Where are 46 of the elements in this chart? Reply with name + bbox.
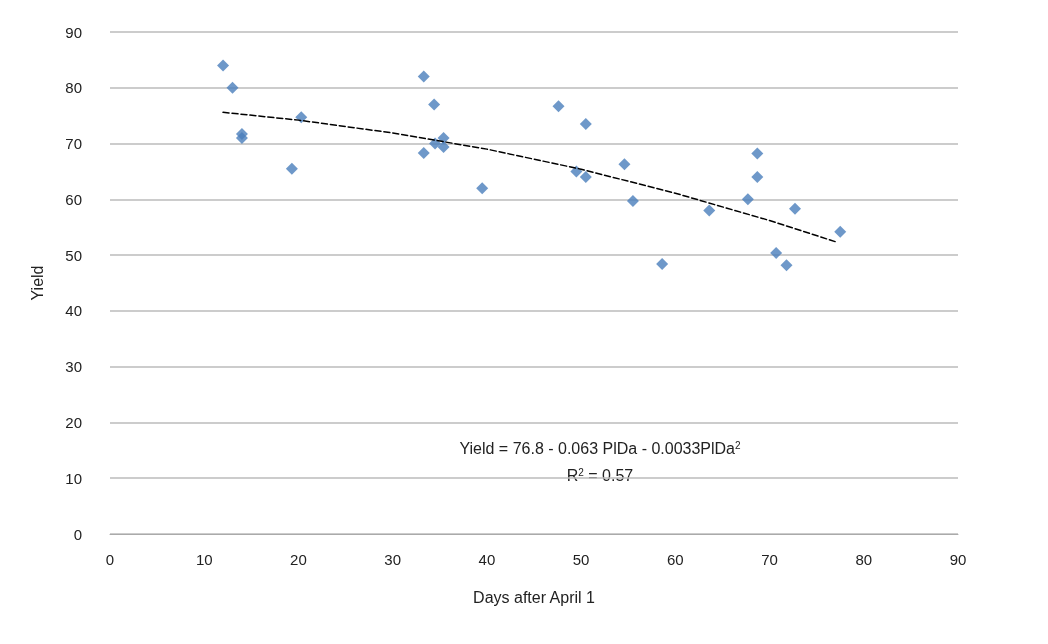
y-tick-label: 80 <box>65 79 82 97</box>
point <box>789 202 801 215</box>
line-series <box>222 111 837 243</box>
y-tick-label: 90 <box>65 23 82 41</box>
point <box>295 111 308 124</box>
y-tick-label: 20 <box>65 413 82 431</box>
point <box>428 98 441 111</box>
x-tick-label: 0 <box>105 551 115 568</box>
y-axis-title: Yield <box>28 265 46 301</box>
point <box>285 162 298 175</box>
point <box>570 165 583 178</box>
point <box>751 171 764 184</box>
point <box>417 70 430 83</box>
x-tick-label: 20 <box>290 551 307 568</box>
y-tick-label: 30 <box>65 358 82 376</box>
point <box>770 246 783 259</box>
x-tick-label: 30 <box>384 551 402 568</box>
point <box>217 59 230 72</box>
x-axis-title: Days after April 1 <box>473 588 596 606</box>
point <box>703 204 716 217</box>
y-tick-label: 10 <box>65 469 82 487</box>
point <box>226 81 239 94</box>
x-tick-label: 10 <box>195 551 213 568</box>
point <box>552 100 565 113</box>
point <box>656 258 669 271</box>
x-tick-label: 90 <box>949 551 967 568</box>
point <box>751 147 764 160</box>
x-tick-label: 70 <box>761 551 778 568</box>
y-tick-label: 0 <box>73 525 82 543</box>
point <box>780 259 793 272</box>
y-tick-label: 40 <box>65 302 82 320</box>
point <box>476 182 489 195</box>
point <box>579 171 592 184</box>
y-tick-label: 50 <box>65 246 82 264</box>
point <box>834 225 847 238</box>
y-tick-label: 70 <box>65 135 82 153</box>
point <box>618 158 631 171</box>
point <box>741 193 754 206</box>
point <box>579 118 592 131</box>
x-tick-label: 40 <box>478 551 496 568</box>
y-tick-label: 60 <box>65 190 82 208</box>
x-tick-label: 60 <box>666 551 684 568</box>
x-tick-label: 80 <box>855 551 873 568</box>
point <box>417 147 430 160</box>
x-tick-label: 50 <box>572 551 590 568</box>
point <box>626 195 639 208</box>
